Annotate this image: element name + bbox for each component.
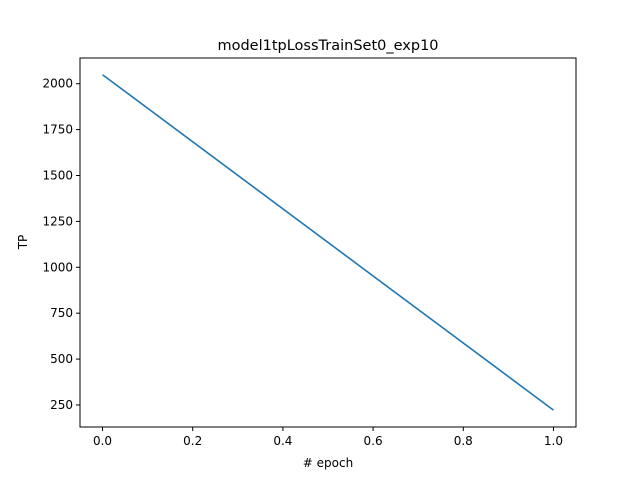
x-axis-label: # epoch [303, 456, 353, 470]
y-tick-label: 1000 [42, 260, 73, 274]
x-tick-label: 0.6 [364, 434, 383, 448]
y-axis-label: TP [16, 235, 30, 251]
y-tick-label: 2000 [42, 77, 73, 91]
x-tick-label: 0.4 [273, 434, 292, 448]
y-tick-label: 500 [50, 352, 73, 366]
y-tick-label: 1500 [42, 168, 73, 182]
plot-area [79, 57, 577, 428]
x-tick-label: 0.2 [183, 434, 202, 448]
plot-frame [79, 57, 577, 428]
y-tick-label: 750 [50, 306, 73, 320]
x-tick-label: 0.8 [454, 434, 473, 448]
x-axis: 0.0 0.2 0.4 0.6 0.8 1.0 [93, 427, 563, 448]
x-tick-label: 1.0 [544, 434, 563, 448]
x-tick-label: 0.0 [93, 434, 112, 448]
y-axis: 250 500 750 1000 1250 1500 1750 2000 [42, 77, 80, 412]
series-line [102, 74, 554, 411]
series-layer [102, 74, 554, 411]
y-tick-label: 1750 [42, 123, 73, 137]
y-tick-label: 250 [50, 398, 73, 412]
y-tick-label: 1250 [42, 214, 73, 228]
chart-title: model1tpLossTrainSet0_exp10 [217, 38, 438, 54]
